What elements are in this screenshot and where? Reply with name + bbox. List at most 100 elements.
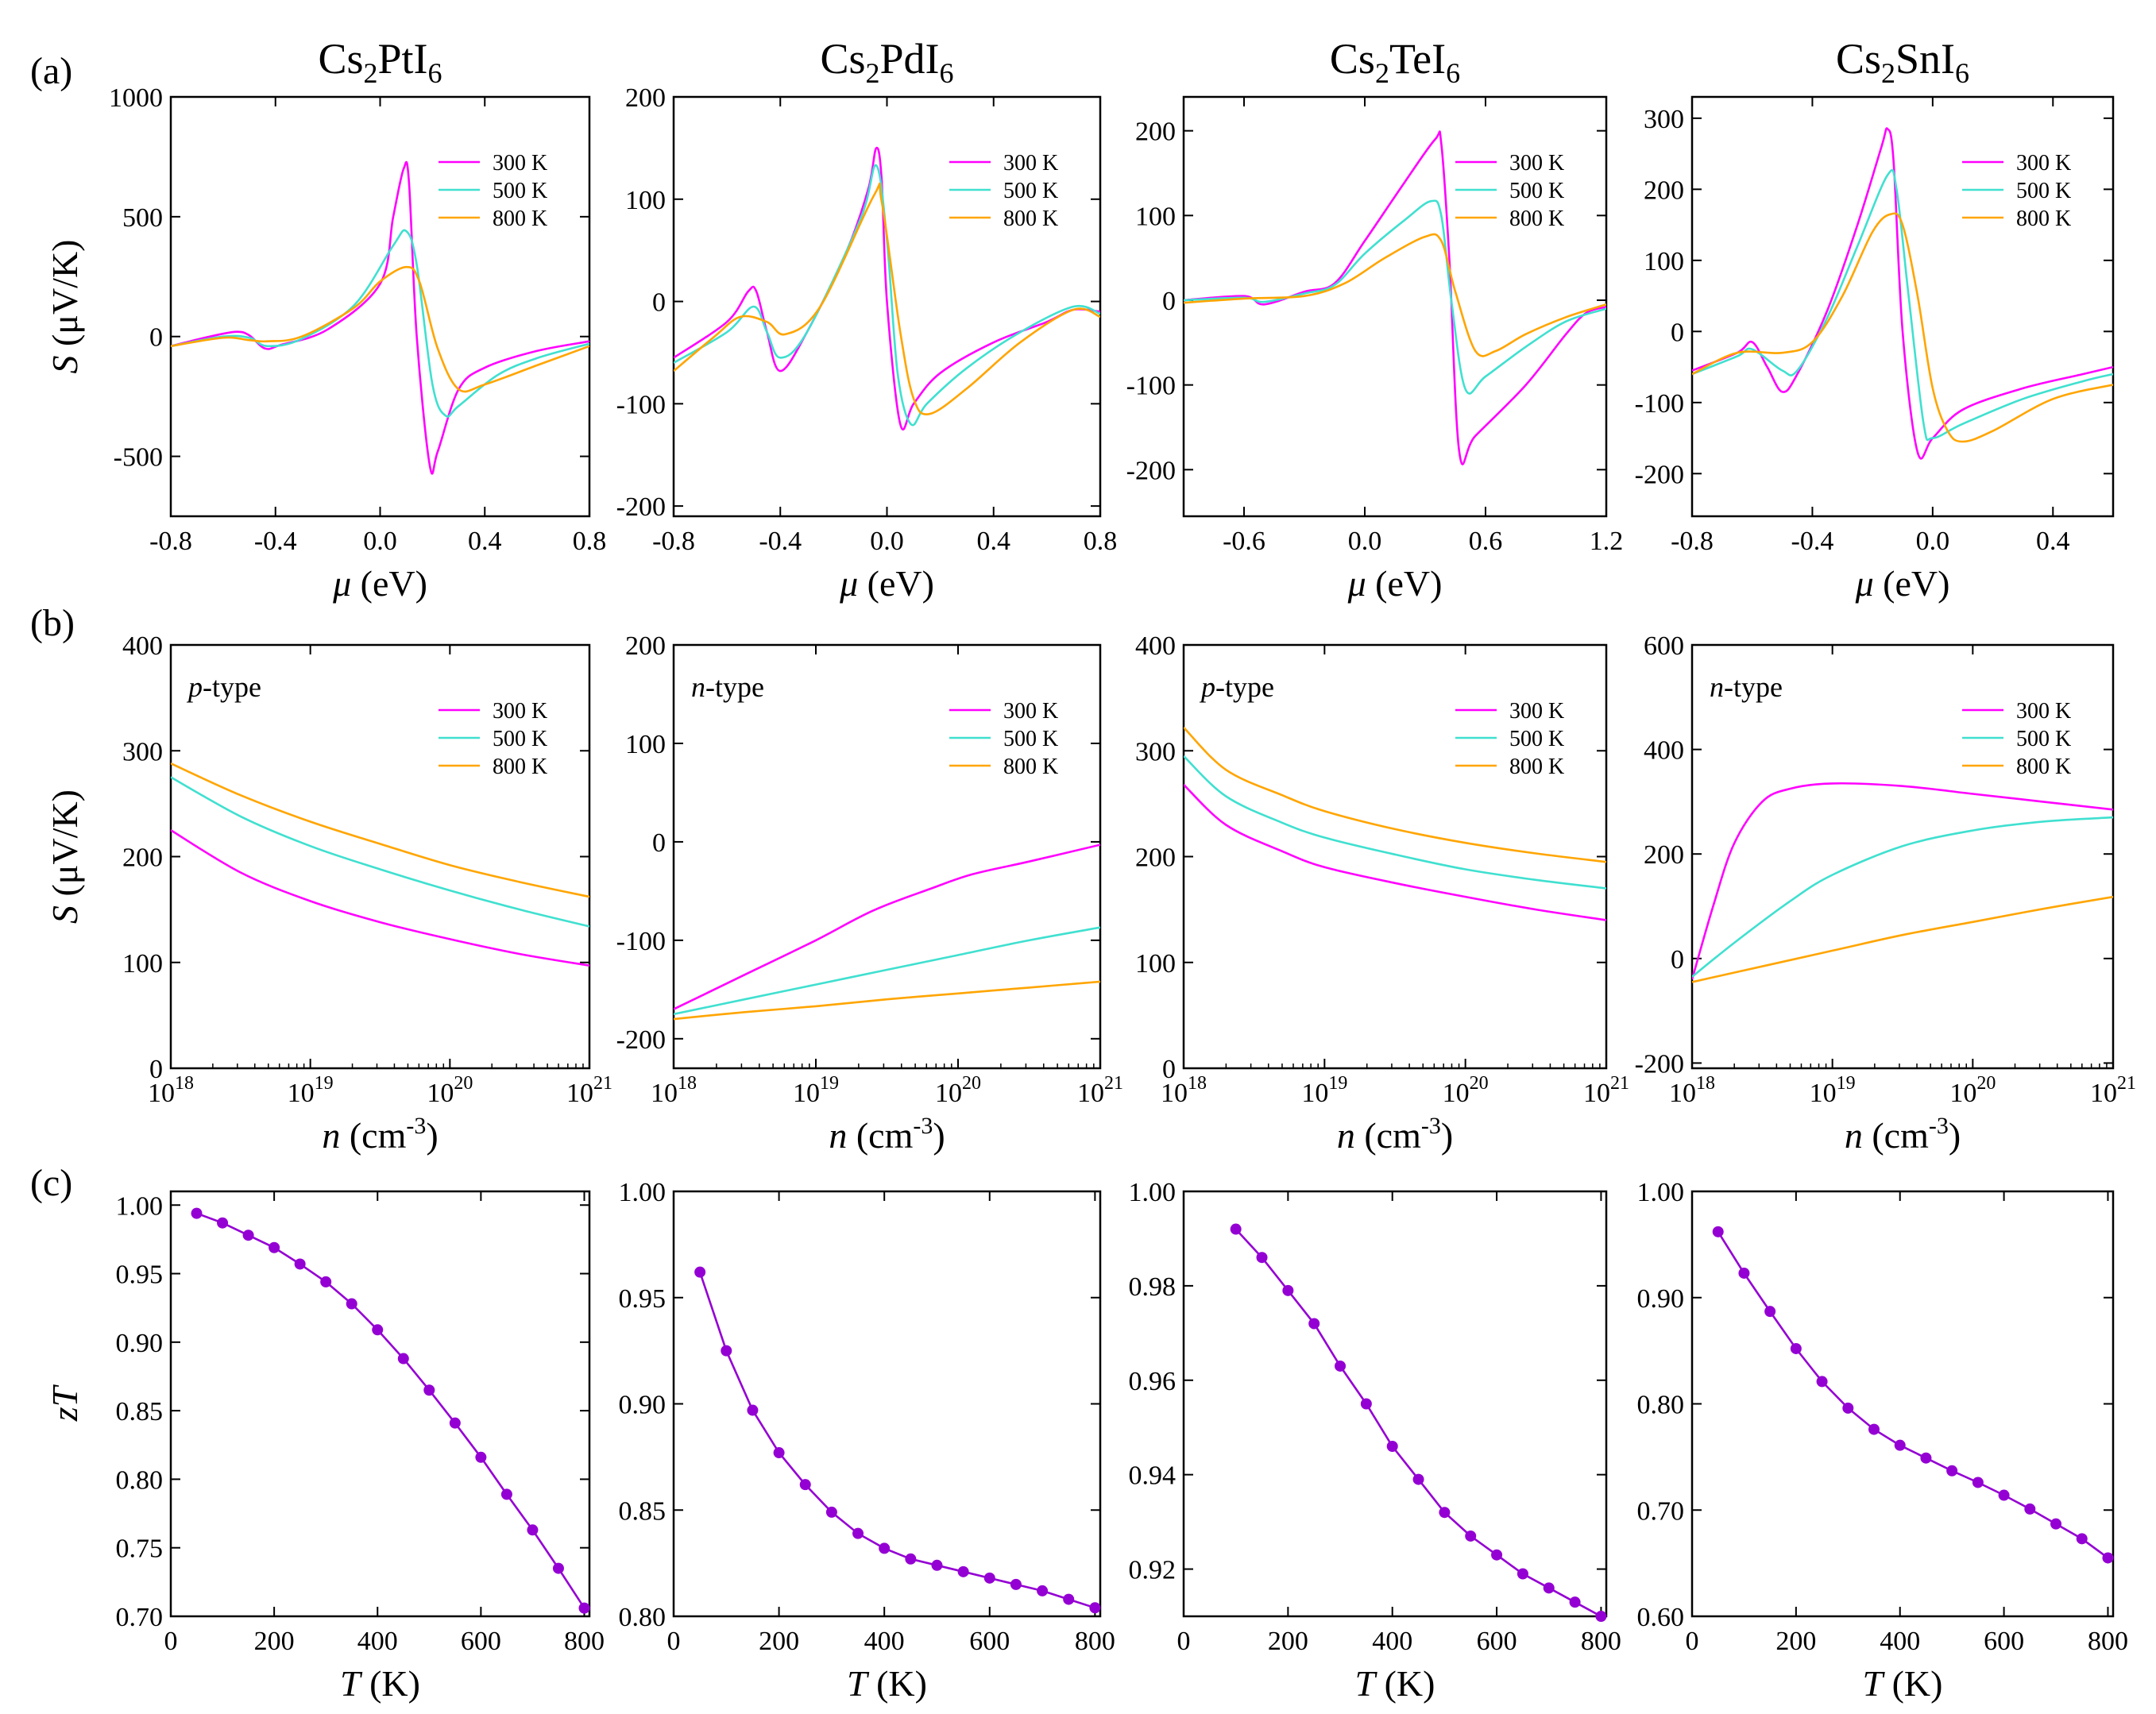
x-tick-label: 1020 [427, 1073, 473, 1108]
series-line-1 [171, 229, 589, 418]
y-tick-label: 200 [625, 631, 666, 661]
x-axis-label: T (K) [1355, 1663, 1435, 1704]
x-tick-label: 1021 [566, 1073, 612, 1108]
y-label-symbol: zT [44, 1384, 85, 1422]
y-tick-label: 0 [1671, 945, 1684, 975]
x-tick-label: 800 [1581, 1627, 1621, 1656]
legend-label: 300 K [1509, 699, 1564, 724]
title-segment: 2 [1881, 57, 1895, 89]
x-tick-label: 1020 [935, 1073, 981, 1108]
y-tick-label: 1.00 [619, 1178, 667, 1207]
x-axis-label: μ (eV) [332, 563, 427, 604]
x-axis-label: n (cm-3) [1845, 1113, 1961, 1156]
x-tick-label: -0.8 [652, 527, 695, 556]
legend-label: 800 K [1003, 207, 1058, 231]
title-segment: 6 [1446, 57, 1460, 89]
x-tick-exponent: 21 [2117, 1073, 2136, 1094]
series-line-1 [1184, 755, 1606, 890]
y-tick-label: 0.80 [619, 1603, 667, 1632]
x-tick-exponent: 19 [1837, 1073, 1856, 1094]
x-tick-label: 800 [2088, 1627, 2128, 1656]
x-label-unit: (eV) [1366, 563, 1443, 604]
x-label-unit: (cm [847, 1115, 913, 1156]
data-point [1037, 1585, 1049, 1596]
series-line-0 [1692, 127, 2113, 460]
data-point [1972, 1477, 1984, 1488]
x-tick-exponent: 20 [1470, 1073, 1489, 1094]
y-tick-label: 0 [652, 828, 666, 858]
legend-label: 800 K [2016, 207, 2071, 231]
data-point [475, 1451, 487, 1463]
data-point [1816, 1376, 1828, 1388]
x-label-unit: (K) [867, 1663, 927, 1704]
x-tick-label: 1019 [1810, 1073, 1856, 1108]
x-tick-label: 0.0 [870, 527, 904, 556]
x-tick-exponent: 20 [454, 1073, 473, 1094]
series-group [1184, 727, 1606, 921]
y-tick-label: 300 [1644, 105, 1684, 134]
data-point [2050, 1518, 2062, 1530]
data-point [1842, 1402, 1854, 1414]
y-tick-label: 0.70 [116, 1603, 164, 1632]
series-group [171, 160, 589, 475]
plot-frame [1690, 1190, 2115, 1618]
legend-label: 300 K [2016, 151, 2071, 176]
x-label-exponent: -3 [913, 1113, 933, 1139]
x-tick-base: 10 [1443, 1079, 1470, 1108]
type-annotation: n-type [1710, 671, 1783, 703]
x-label-symbol: μ [839, 563, 858, 604]
title-segment: Cs [1836, 35, 1881, 83]
data-point [721, 1345, 732, 1357]
series-line-0 [1184, 783, 1606, 921]
data-point [1465, 1530, 1477, 1542]
series-line-2 [1184, 727, 1606, 863]
series-line-1 [1692, 816, 2113, 978]
title-segment: TeI [1389, 35, 1446, 83]
x-label-unit: (K) [1883, 1663, 1942, 1704]
x-tick-label: -0.4 [759, 527, 802, 556]
y-tick-label: 0.90 [1637, 1284, 1685, 1314]
legend-label: 800 K [1509, 207, 1564, 231]
y-tick-label: 100 [1644, 247, 1684, 276]
data-point [191, 1207, 203, 1219]
type-letter: n [1710, 671, 1724, 703]
x-tick-exponent: 19 [820, 1073, 839, 1094]
title-segment: Cs [318, 35, 363, 83]
x-tick-exponent: 20 [1976, 1073, 1996, 1094]
type-annotation: p-type [1199, 671, 1274, 703]
data-point [1595, 1611, 1607, 1622]
x-tick-label: 400 [357, 1627, 398, 1656]
x-label-unit: (cm [1355, 1115, 1421, 1156]
data-point [694, 1266, 706, 1278]
data-point [1089, 1602, 1101, 1614]
y-tick-label: -100 [616, 390, 666, 419]
title-segment: 2 [1375, 57, 1389, 89]
x-label-unit: (cm [1863, 1115, 1929, 1156]
title-segment: 2 [866, 57, 880, 89]
plot-frame [672, 643, 1102, 1070]
x-tick-label: 600 [1477, 1627, 1517, 1656]
series-line-2 [171, 265, 589, 393]
x-label-close: ) [1441, 1115, 1453, 1156]
x-tick-label: 1018 [1161, 1073, 1207, 1108]
legend-label: 500 K [1509, 179, 1564, 203]
y-tick-label: 200 [1644, 176, 1684, 205]
x-tick-label: 400 [864, 1627, 905, 1656]
legend-label: 500 K [1003, 727, 1058, 751]
x-tick-exponent: 18 [1696, 1073, 1715, 1094]
x-tick-label: 0 [667, 1627, 681, 1656]
plot-frame [1182, 1190, 1608, 1618]
data-point [983, 1572, 995, 1584]
series-group [674, 843, 1100, 1021]
plot-frame [169, 1190, 591, 1618]
x-tick-label: -0.4 [254, 527, 297, 556]
series-line-0 [196, 1212, 585, 1609]
x-tick-exponent: 19 [315, 1073, 334, 1094]
panel-label-c: (c) [30, 1162, 72, 1204]
x-tick-base: 10 [288, 1079, 315, 1108]
x-label-exponent: -3 [1421, 1113, 1441, 1139]
y-label-unit: (μV/K) [44, 239, 85, 355]
type-word: -type [203, 671, 261, 703]
y-tick-label: 0.85 [619, 1496, 667, 1526]
